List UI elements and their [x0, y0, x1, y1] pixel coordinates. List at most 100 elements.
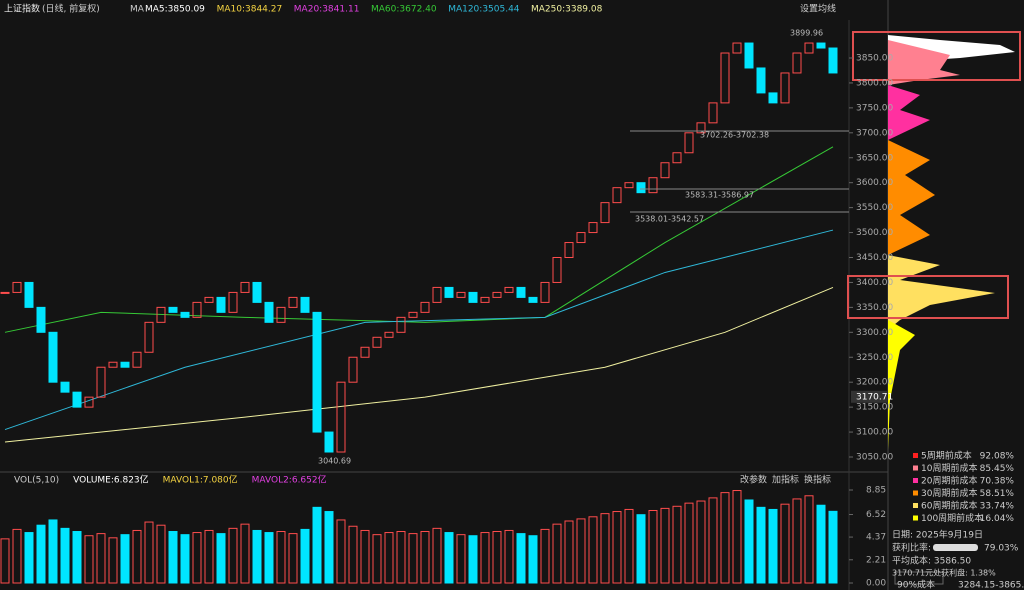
candle-body: [720, 52, 730, 104]
volume-bar: [588, 516, 598, 584]
volume-bar: [24, 532, 34, 584]
volume-bar: [516, 533, 526, 584]
title: 上证指数: [4, 3, 40, 15]
ma-value: MA5:3850.09: [145, 5, 205, 15]
candle-body: [576, 232, 586, 244]
volume-bar: [552, 523, 562, 584]
candle-body: [336, 381, 346, 453]
profile: [888, 320, 915, 450]
candle-body: [72, 391, 82, 408]
y-tick-label: 3750.00: [856, 103, 893, 113]
button[interactable]: 加指标: [772, 474, 799, 486]
candle-body: [252, 281, 262, 303]
dropdown[interactable]: [894, 571, 944, 585]
info: 3284.15-3865.59: [958, 581, 1024, 590]
candle-body: [396, 316, 406, 333]
candle-body: [708, 102, 718, 124]
candle-body: [240, 281, 250, 293]
volume-header: MAVOL1:7.080亿: [163, 474, 238, 486]
volume-bar: [240, 523, 250, 584]
volume-bar: [564, 520, 574, 584]
candle-body: [300, 296, 310, 313]
legend-swatch: [913, 515, 918, 521]
candle-body: [624, 182, 634, 189]
candle-body: [48, 331, 58, 383]
y-tick-label: 0.00: [866, 579, 886, 589]
volume-bar: [624, 508, 634, 584]
volume-bar: [228, 527, 238, 584]
button[interactable]: 换指标: [804, 474, 831, 486]
y-tick-label: 3150.00: [856, 403, 893, 413]
y-tick-label: 3800.00: [856, 78, 893, 88]
candle-body: [36, 306, 46, 333]
button[interactable]: 改参数: [740, 474, 767, 486]
volume-bar: [360, 529, 370, 584]
candle-body: [216, 296, 226, 313]
legend-swatch: [913, 478, 918, 483]
volume-header: MAVOL2:6.652亿: [252, 474, 327, 486]
y-tick-label: 3450.00: [856, 253, 893, 263]
info: 79.03%: [984, 544, 1019, 554]
volume-bar: [312, 506, 322, 584]
candle-body: [756, 67, 766, 94]
annotation: 3702.26-3702.38: [700, 131, 769, 140]
volume-bar: [756, 506, 766, 584]
volume-bar: [468, 535, 478, 584]
volume-bar: [60, 527, 70, 584]
candle-body: [84, 396, 94, 408]
ma-line: [4, 229, 834, 431]
volume-bar: [696, 500, 706, 584]
volume-bar: [684, 502, 694, 584]
y-tick-label: 3500.00: [856, 228, 893, 238]
candle-body: [600, 202, 610, 224]
volume-bar: [156, 524, 166, 584]
candle-body: [192, 301, 202, 318]
candle-body: [540, 281, 550, 303]
candle-body: [564, 242, 574, 259]
volume-bar: [420, 531, 430, 584]
settings[interactable]: 设置均线: [800, 3, 836, 15]
volume-bar: [252, 529, 262, 584]
candle-body: [276, 306, 286, 323]
candle-body: [768, 92, 778, 104]
volume-bar: [144, 521, 154, 584]
volume-bar: [792, 498, 802, 584]
highlight-box: [852, 31, 1021, 81]
candle-body: [744, 42, 754, 69]
candle-body: [288, 296, 298, 308]
volume-bar: [504, 529, 514, 584]
volume-bar: [648, 509, 658, 584]
candle-body: [588, 222, 598, 234]
y-tick-label: 3100.00: [856, 428, 893, 438]
candle-body: [528, 296, 538, 303]
profile: [888, 40, 960, 85]
y-tick-label: 3700.00: [856, 128, 893, 138]
volume-bar: [456, 534, 466, 584]
candle-body: [384, 331, 394, 338]
volume-bar: [204, 529, 214, 584]
volume-bar: [384, 532, 394, 584]
volume-bar: [540, 528, 550, 584]
candle-body: [456, 291, 466, 298]
candle-body: [468, 291, 478, 303]
volume-bar: [732, 490, 742, 584]
volume-bar: [660, 507, 670, 584]
ma-value: MA60:3672.40: [371, 5, 437, 15]
volume-bar: [720, 492, 730, 584]
candle-body: [264, 301, 274, 323]
y-tick-label: 3200.00: [856, 378, 893, 388]
volume-bar: [600, 513, 610, 584]
current-price-box: [851, 390, 887, 403]
volume-bar: [180, 534, 190, 584]
profile: [888, 85, 930, 140]
annotation: 3583.31-3586.97: [685, 191, 754, 200]
info: 平均成本: 3586.50: [892, 555, 971, 567]
legend-pct: 16.04%: [980, 514, 1015, 524]
candle-body: [684, 132, 694, 154]
volume-header: VOLUME:6.823亿: [73, 474, 149, 486]
volume-bar: [12, 528, 22, 584]
candle-body: [816, 42, 826, 49]
candle-body: [312, 311, 322, 433]
candle-body: [516, 286, 526, 298]
